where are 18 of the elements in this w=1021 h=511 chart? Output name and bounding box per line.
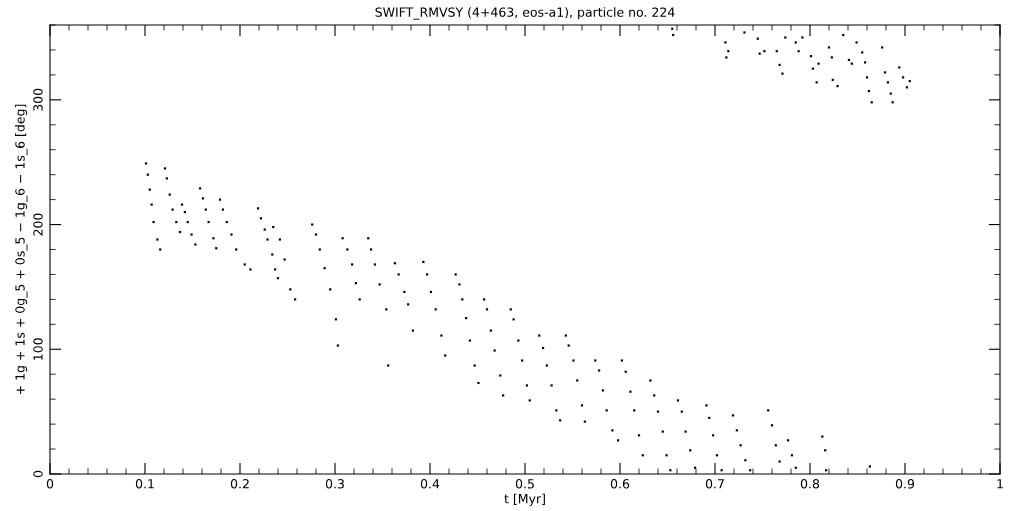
x-tick-label: 0 [46, 479, 54, 489]
x-tick-label: 0.1 [135, 479, 154, 489]
x-axis-title: t [Myr] [504, 493, 545, 506]
x-tick-label: 0.5 [515, 479, 534, 489]
x-tick-label: 0.4 [420, 479, 440, 489]
x-tick-label: 0.7 [705, 479, 724, 489]
y-axis-title: + 1g + 1s + 0g_5 + 0s_5 − 1g_6 − 1s_6 [deg] [15, 104, 28, 395]
x-tick-label: 1 [997, 479, 1003, 489]
y-tick-label: 200 [33, 213, 43, 236]
y-tick-label: 0 [33, 470, 43, 478]
y-tick-label: 300 [33, 88, 43, 111]
y-tick-label: 100 [33, 338, 43, 360]
chart-title: SWIFT_RMVSY (4+463, eos-a1), particle no. 224 [375, 7, 675, 20]
x-tick-label: 0.3 [325, 479, 344, 489]
x-tick-label: 0.2 [230, 479, 249, 489]
x-tick-label: 0.6 [610, 479, 630, 489]
x-tick-label: 0.8 [800, 479, 820, 489]
x-tick-label: 0.9 [895, 479, 915, 489]
